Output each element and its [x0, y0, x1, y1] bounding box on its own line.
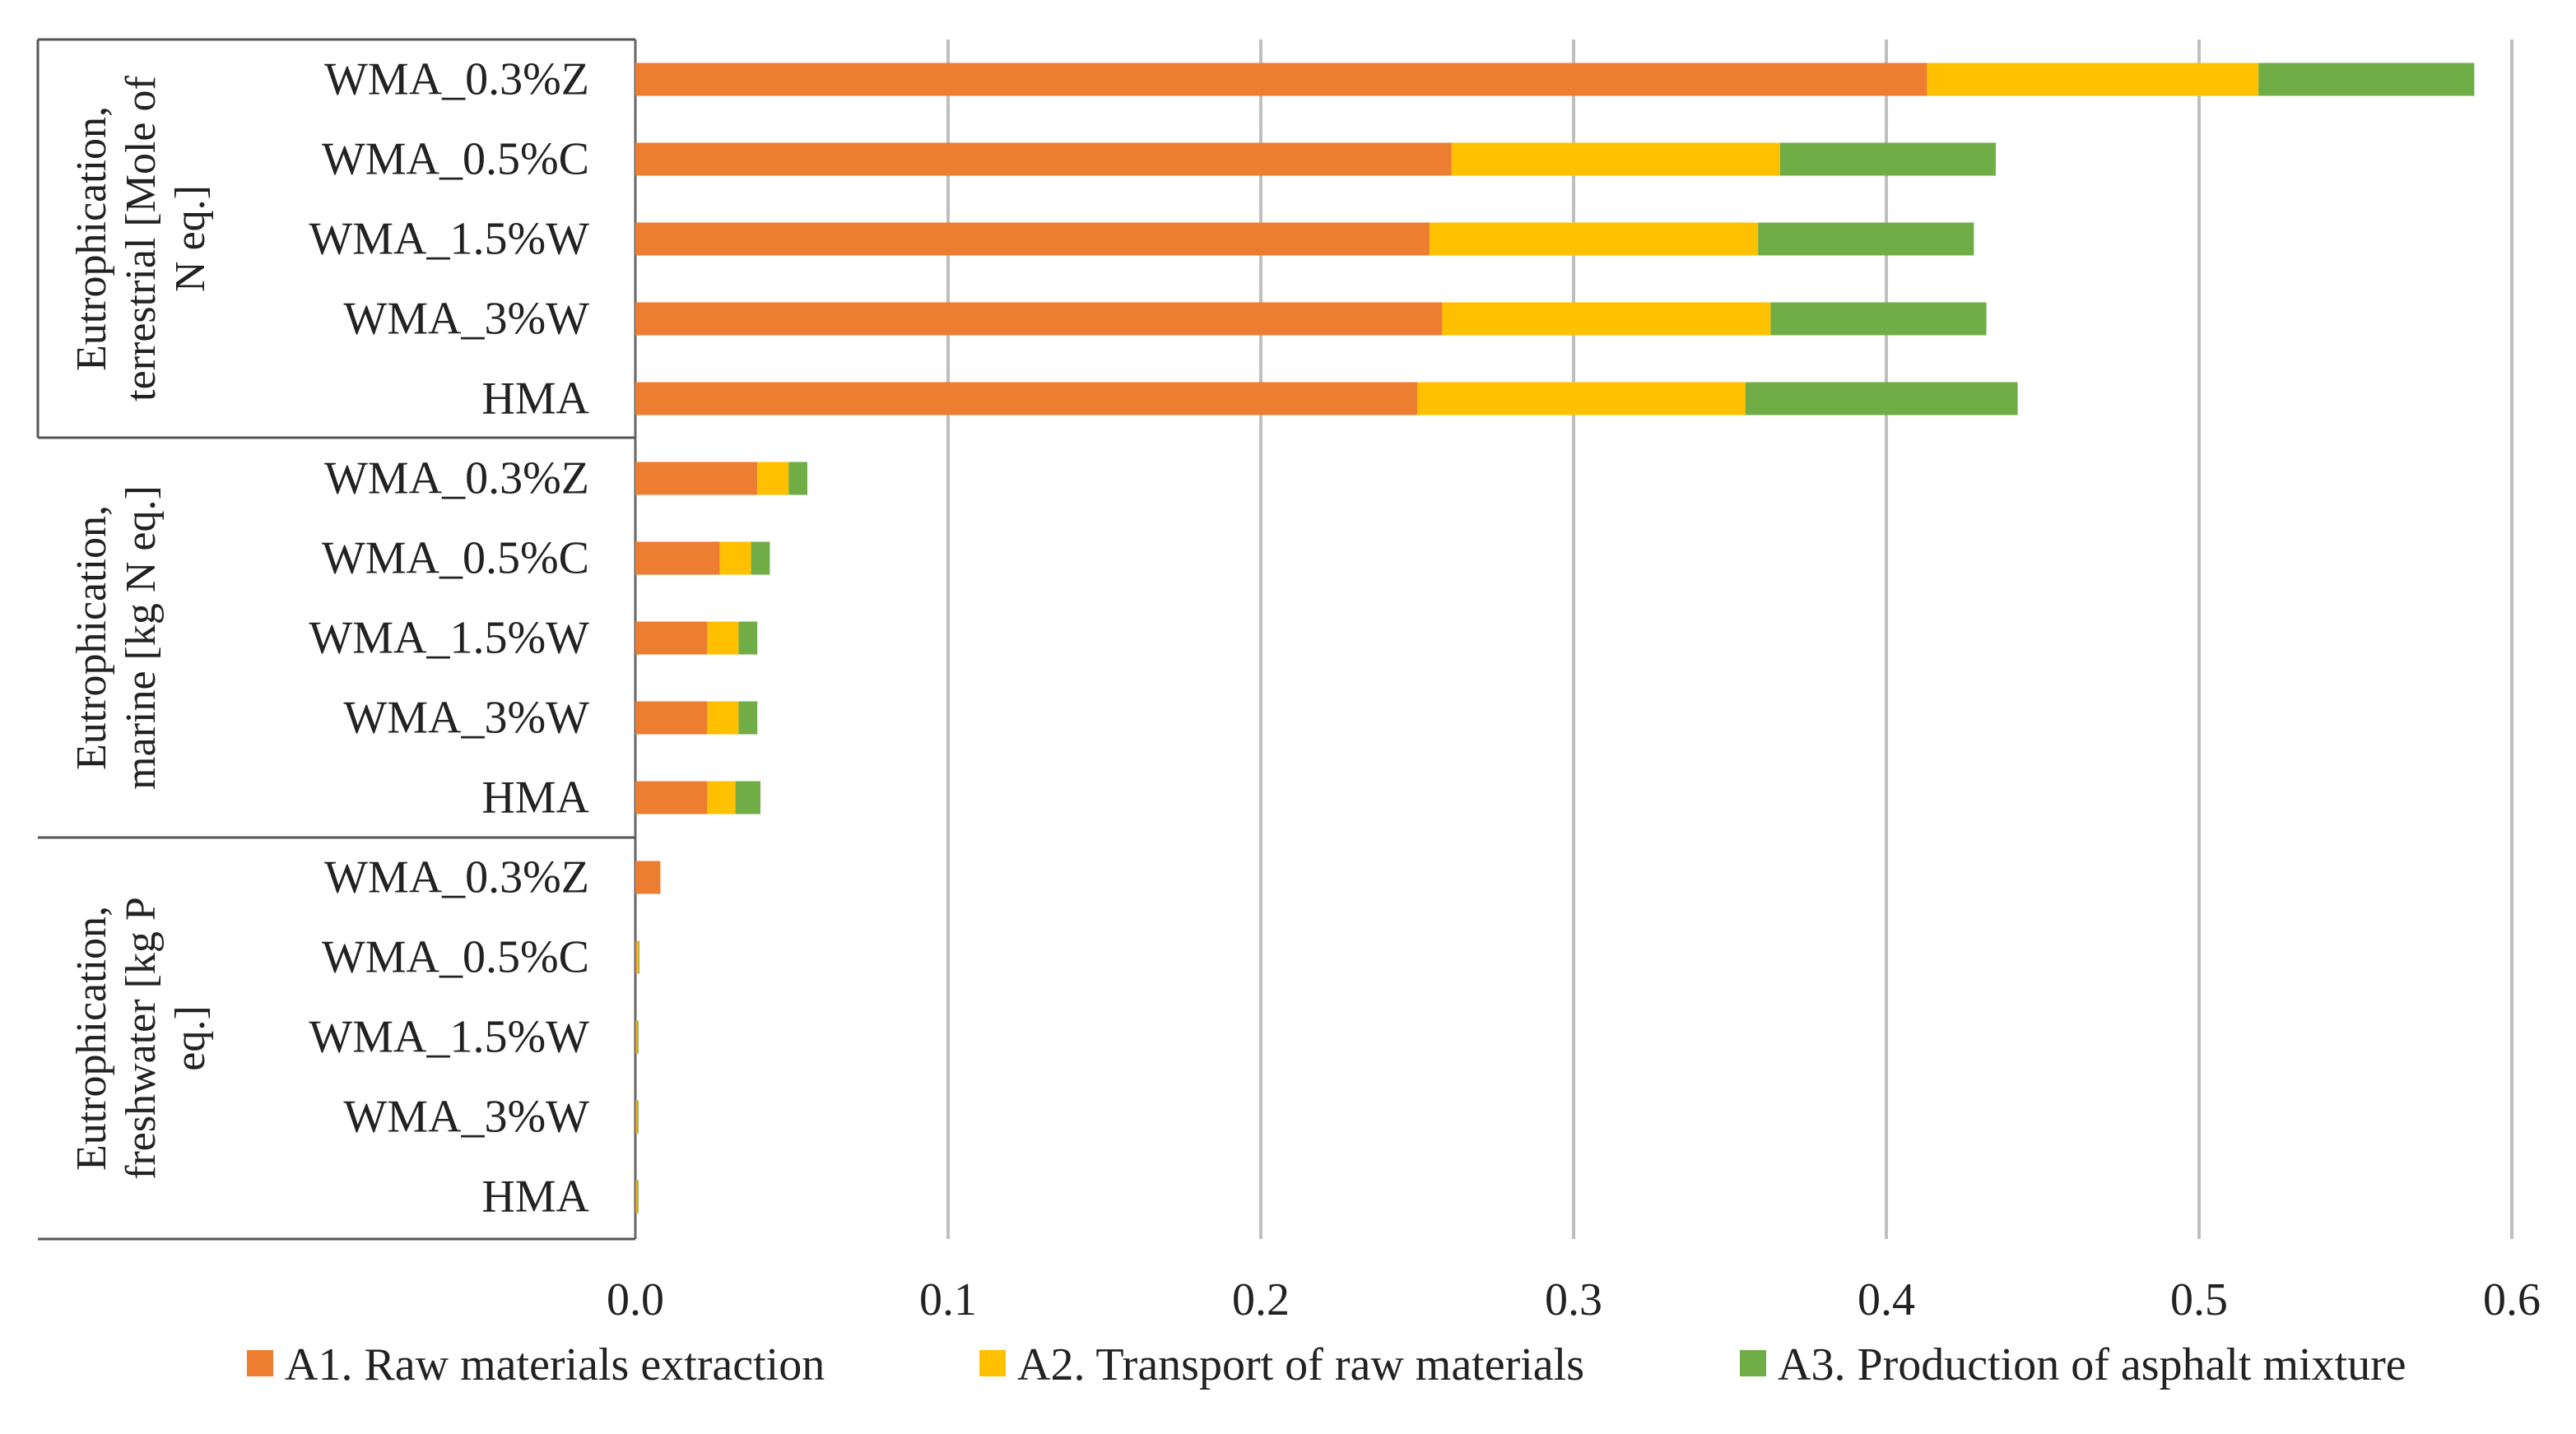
- x-tick-label: 0.0: [607, 1274, 664, 1325]
- category-label: HMA: [481, 773, 589, 824]
- legend-label-2: A2. Transport of raw materials: [1017, 1339, 1584, 1390]
- bar-1-WMA_1.5%W-series-2: [707, 621, 739, 655]
- bar-0-HMA-series-2: [1417, 382, 1746, 415]
- x-tick-label: 0.3: [1545, 1274, 1602, 1325]
- bar-1-WMA_0.5%C-series-1: [635, 541, 720, 575]
- x-axis-tick-labels: 0.0 0.1 0.2 0.3 0.4 0.5 0.6: [607, 1274, 2541, 1325]
- bar-0-WMA_3%W-series-2: [1442, 302, 1771, 336]
- bar-1-WMA_0.3%Z-series-2: [757, 462, 789, 495]
- bar-0-WMA_0.3%Z-series-2: [1927, 63, 2259, 96]
- group-label-2-line-0: Eutrophication,: [68, 906, 115, 1171]
- x-tick-label: 0.6: [2483, 1274, 2541, 1325]
- category-label: WMA_0.3%Z: [324, 453, 589, 504]
- bar-0-HMA-series-1: [635, 382, 1417, 415]
- group-label-1-line-1: marine [kg N eq.]: [118, 485, 165, 790]
- bar-2-WMA_1.5%W-series-1: [635, 1020, 637, 1054]
- group-label-0-line-2: N eq.]: [167, 185, 214, 292]
- group-label-2-line-2: eq.]: [167, 1005, 214, 1070]
- bar-1-HMA-series-1: [635, 781, 708, 814]
- group-label-0-line-1: terrestrial [Mole of: [118, 76, 165, 401]
- group-label-1-line-0: Eutrophication,: [68, 505, 115, 770]
- gridlines: [946, 39, 2513, 1239]
- bar-1-HMA-series-2: [707, 781, 736, 814]
- bar-0-WMA_0.5%C-series-3: [1779, 142, 1996, 176]
- bar-0-WMA_1.5%W-series-2: [1430, 222, 1759, 256]
- bar-0-WMA_1.5%W-series-1: [635, 222, 1430, 256]
- bar-2-WMA_1.5%W-series-2: [636, 1020, 638, 1054]
- group-label-2-line-1: freshwater [kg P: [118, 897, 165, 1180]
- bar-1-WMA_0.5%C-series-3: [751, 541, 770, 575]
- legend-swatch-1: [247, 1350, 273, 1376]
- bar-2-WMA_1.5%W-series-3: [637, 1020, 639, 1054]
- group-label-0-line-0: Eutrophication,: [68, 106, 115, 371]
- x-tick-label: 0.2: [1232, 1274, 1290, 1325]
- x-tick-label: 0.5: [2170, 1274, 2228, 1325]
- bar-2-HMA-series-1: [635, 1180, 637, 1214]
- bar-2-WMA_0.5%C-series-1: [635, 940, 637, 974]
- bars: [635, 63, 2475, 1214]
- category-label: WMA_0.3%Z: [324, 54, 589, 105]
- bar-0-WMA_0.3%Z-series-1: [635, 63, 1927, 96]
- bar-2-WMA_3%W-series-3: [637, 1100, 639, 1134]
- category-label: WMA_3%W: [343, 1092, 589, 1143]
- category-label: WMA_1.5%W: [309, 1012, 589, 1063]
- bar-1-WMA_3%W-series-3: [738, 701, 758, 735]
- bar-1-WMA_0.3%Z-series-3: [788, 462, 807, 495]
- group-labels: Eutrophication, terrestrial [Mole of N eq.…: [68, 76, 214, 1180]
- bar-1-HMA-series-3: [735, 781, 760, 814]
- legend: A1. Raw materials extraction A2. Transpor…: [247, 1339, 2406, 1390]
- legend-label-3: A3. Production of asphalt mixture: [1778, 1339, 2406, 1390]
- bar-2-WMA_3%W-series-2: [636, 1100, 638, 1134]
- x-tick-label: 0.1: [919, 1274, 977, 1325]
- bar-1-WMA_1.5%W-series-1: [635, 621, 708, 655]
- bar-2-HMA-series-3: [637, 1180, 639, 1214]
- category-label: WMA_3%W: [343, 294, 589, 345]
- x-tick-label: 0.4: [1858, 1274, 1915, 1325]
- bar-1-WMA_1.5%W-series-3: [738, 621, 758, 655]
- category-labels: WMA_0.3%Z WMA_0.5%C WMA_1.5%W WMA_3%W HMA WMA…: [309, 54, 589, 1223]
- bar-2-HMA-series-2: [636, 1180, 638, 1214]
- bar-0-WMA_1.5%W-series-3: [1758, 222, 1974, 256]
- category-label: WMA_0.5%C: [322, 134, 589, 185]
- category-label: HMA: [481, 374, 589, 425]
- bar-1-WMA_3%W-series-1: [635, 701, 708, 735]
- bar-2-WMA_0.3%Z-series-1: [635, 861, 661, 894]
- category-label: WMA_0.5%C: [322, 533, 589, 584]
- bar-0-WMA_0.3%Z-series-3: [2258, 63, 2475, 96]
- bar-0-WMA_0.5%C-series-2: [1451, 142, 1780, 176]
- category-label: WMA_1.5%W: [309, 613, 589, 664]
- bar-0-WMA_3%W-series-3: [1770, 302, 1987, 336]
- bar-1-WMA_0.3%Z-series-1: [635, 462, 758, 495]
- bar-2-WMA_0.5%C-series-2: [636, 940, 639, 974]
- legend-swatch-2: [979, 1350, 1006, 1376]
- bar-1-WMA_3%W-series-2: [707, 701, 739, 735]
- category-label: HMA: [481, 1172, 589, 1223]
- legend-swatch-3: [1740, 1350, 1766, 1376]
- bar-2-WMA_3%W-series-1: [635, 1100, 637, 1134]
- bar-0-WMA_0.5%C-series-1: [635, 142, 1452, 176]
- legend-label-1: A1. Raw materials extraction: [285, 1339, 825, 1390]
- category-label: WMA_3%W: [343, 693, 589, 744]
- category-label: WMA_1.5%W: [309, 214, 589, 265]
- category-label: WMA_0.3%Z: [324, 852, 589, 903]
- category-label: WMA_0.5%C: [322, 932, 589, 983]
- bar-0-WMA_3%W-series-1: [635, 302, 1443, 336]
- bar-0-HMA-series-3: [1746, 382, 2018, 415]
- bar-1-WMA_0.5%C-series-2: [719, 541, 751, 575]
